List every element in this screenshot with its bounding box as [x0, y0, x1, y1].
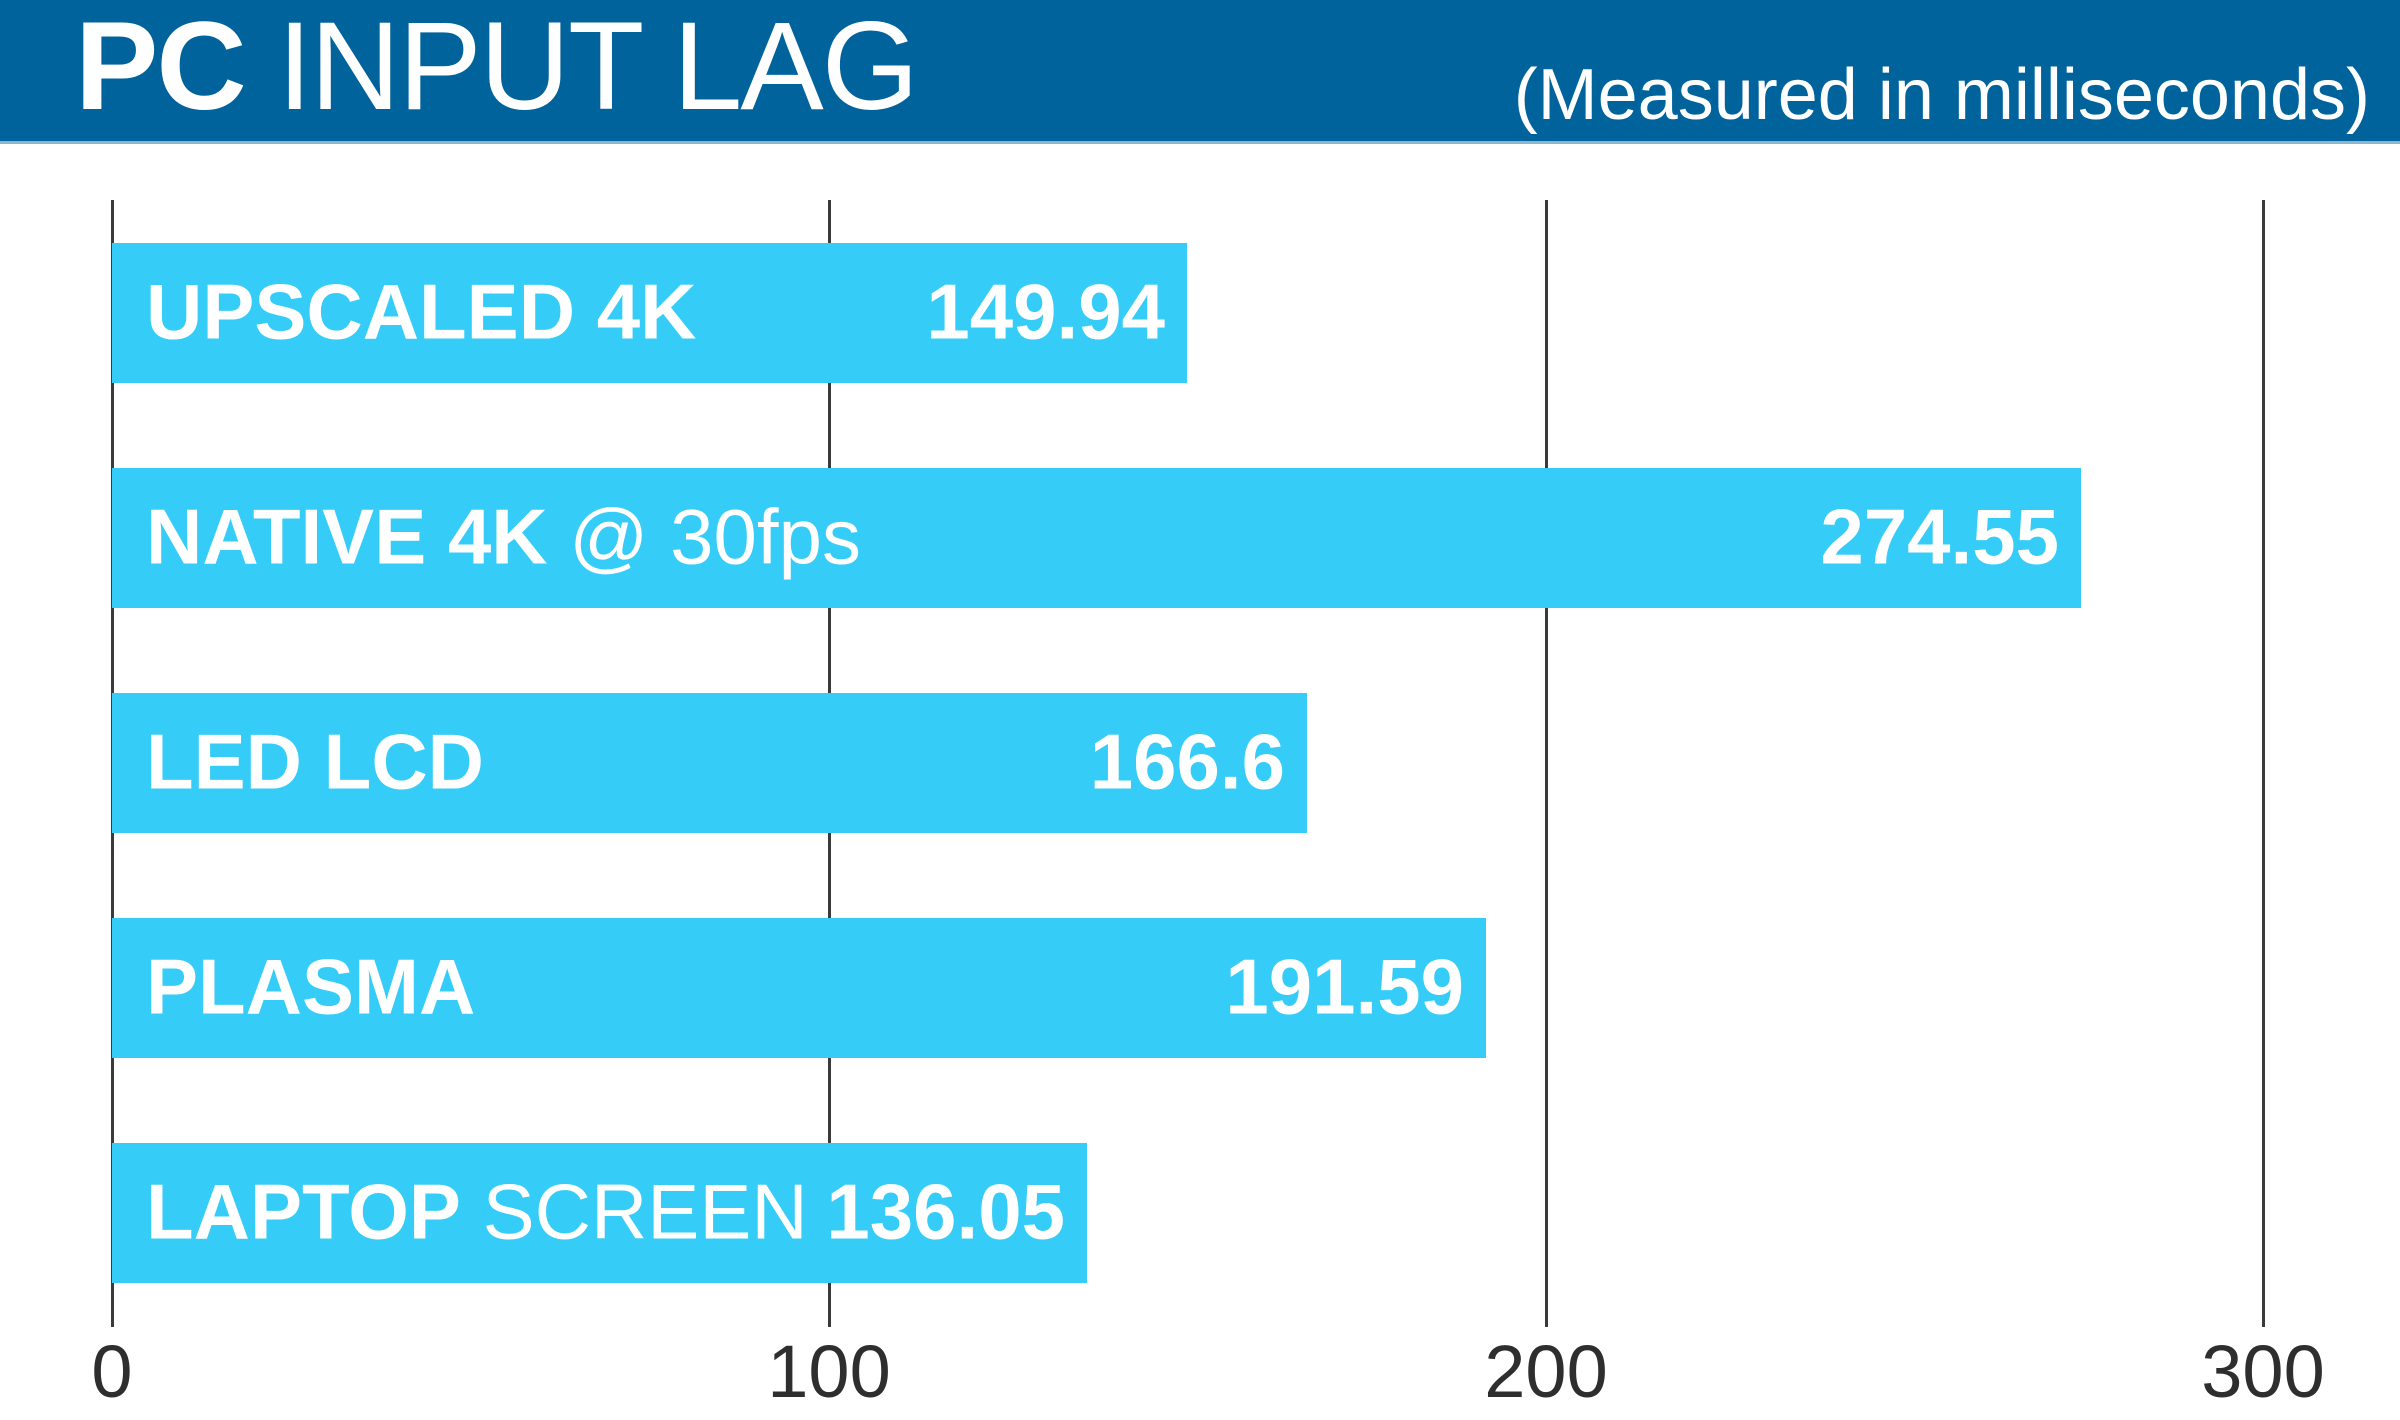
chart-title: PC INPUT LAG	[0, 4, 919, 141]
bar-value: 191.59	[1225, 942, 1464, 1031]
bar-row: LAPTOP SCREEN 136.05	[112, 1143, 1087, 1283]
bar-row: PLASMA 191.59	[112, 918, 1486, 1058]
bar-label-strong: UPSCALED 4K	[146, 267, 697, 356]
bar-value: 136.05	[826, 1167, 1065, 1256]
bar-label: PLASMA	[146, 947, 475, 1025]
bar-row: LED LCD 166.6	[112, 693, 1307, 833]
x-tick-label-0: 0	[91, 1330, 133, 1413]
bar-label-strong: PLASMA	[146, 942, 476, 1031]
bar-row: NATIVE 4K @ 30fps 274.55	[112, 468, 2081, 608]
chart-title-light: INPUT LAG	[244, 0, 919, 136]
chart-title-strong: PC	[75, 0, 247, 136]
bar-label-strong: NATIVE 4K	[146, 492, 548, 581]
bar-label-light: SCREEN	[460, 1167, 808, 1256]
gridline-300	[2261, 200, 2265, 1327]
bar-label-strong: LAPTOP	[146, 1167, 461, 1256]
bar-row: UPSCALED 4K 149.94	[112, 243, 1187, 383]
bar-label-strong: LED LCD	[146, 717, 484, 806]
bar-value: 166.6	[1089, 717, 1285, 806]
gridline-200	[1544, 200, 1548, 1327]
bar-label: NATIVE 4K @ 30fps	[146, 497, 861, 575]
bar-label: LAPTOP SCREEN	[146, 1172, 808, 1250]
chart-subtitle: (Measured in milliseconds)	[1513, 55, 2370, 135]
bar-label: UPSCALED 4K	[146, 272, 696, 350]
bar-value: 149.94	[926, 267, 1165, 356]
bar-label: LED LCD	[146, 722, 484, 800]
x-tick-label-300: 300	[2201, 1330, 2325, 1413]
chart-header: PC INPUT LAG (Measured in milliseconds)	[0, 0, 2400, 144]
bar-value: 274.55	[1820, 492, 2059, 581]
bar-label-light: @ 30fps	[547, 492, 861, 581]
x-tick-label-200: 200	[1484, 1330, 1608, 1413]
x-tick-label-100: 100	[767, 1330, 891, 1413]
